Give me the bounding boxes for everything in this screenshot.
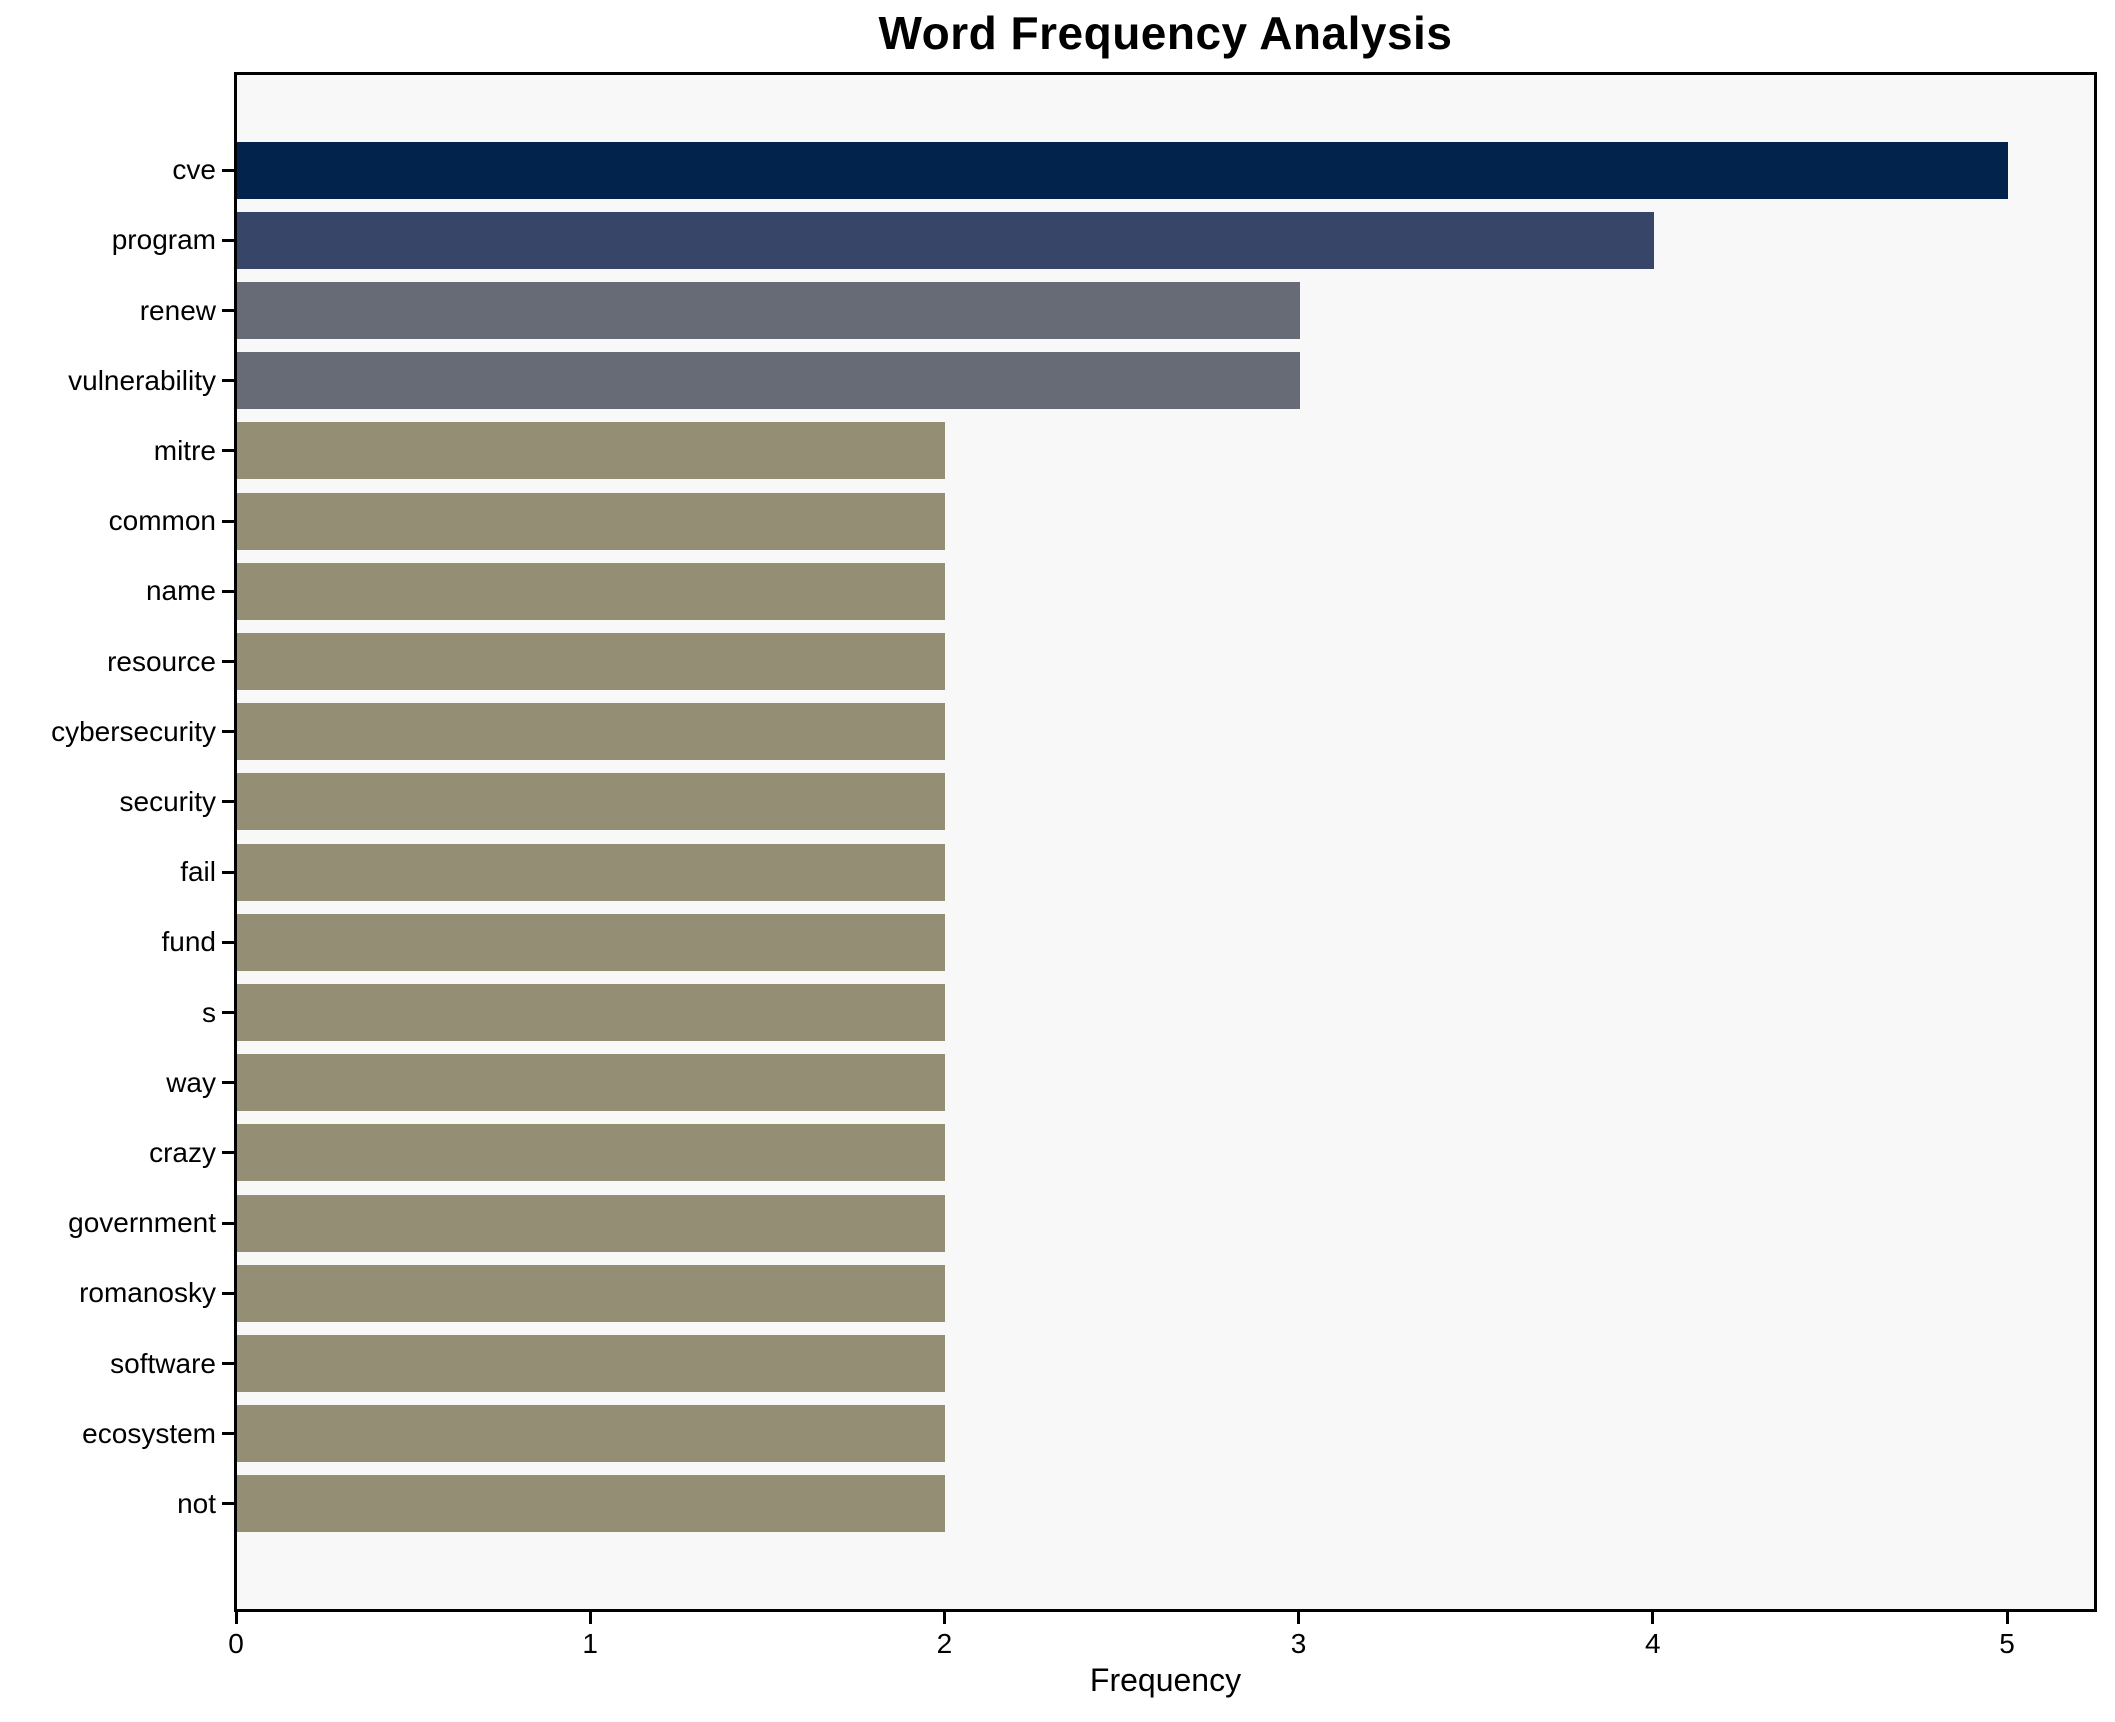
x-tick-label-0: 0 bbox=[228, 1628, 244, 1659]
category-label-mitre: mitre bbox=[153, 434, 216, 466]
category-label-fail: fail bbox=[180, 856, 216, 888]
y-tick-software bbox=[222, 1362, 234, 1365]
category-label-cybersecurity: cybersecurity bbox=[51, 715, 216, 747]
category-label-security: security bbox=[119, 785, 216, 817]
bar-cybersecurity bbox=[237, 703, 946, 761]
y-tick-renew bbox=[222, 309, 234, 312]
y-tick-fund bbox=[222, 940, 234, 944]
category-label-program: program bbox=[111, 224, 216, 256]
bar-resource bbox=[237, 633, 946, 690]
category-label-crazy: crazy bbox=[149, 1136, 216, 1168]
bar-not bbox=[237, 1475, 946, 1533]
y-tick-s bbox=[222, 1011, 234, 1014]
bar-renew bbox=[237, 282, 1300, 339]
y-tick-name bbox=[222, 589, 234, 593]
bar-cve bbox=[237, 141, 2008, 199]
bar-crazy bbox=[237, 1124, 946, 1182]
category-label-common: common bbox=[108, 505, 216, 537]
bar-government bbox=[237, 1194, 946, 1252]
y-tick-crazy bbox=[222, 1151, 234, 1155]
category-label-software: software bbox=[110, 1347, 216, 1379]
bar-way bbox=[237, 1054, 946, 1112]
y-tick-ecosystem bbox=[222, 1432, 234, 1436]
bar-fail bbox=[237, 843, 946, 901]
x-tick-1 bbox=[588, 1612, 592, 1624]
y-tick-vulnerability bbox=[222, 379, 234, 383]
category-label-romanosky: romanosky bbox=[79, 1277, 216, 1309]
y-tick-fail bbox=[222, 870, 234, 874]
bar-vulnerability bbox=[237, 352, 1300, 410]
y-tick-program bbox=[222, 238, 234, 242]
bar-ecosystem bbox=[237, 1405, 946, 1463]
x-tick-5 bbox=[2005, 1612, 2009, 1624]
category-label-not: not bbox=[177, 1487, 216, 1519]
y-tick-not bbox=[222, 1502, 234, 1506]
y-tick-cybersecurity bbox=[222, 730, 234, 734]
category-label-resource: resource bbox=[107, 645, 216, 677]
bar-name bbox=[237, 562, 946, 620]
x-tick-0 bbox=[234, 1612, 238, 1624]
x-tick-3 bbox=[1297, 1612, 1301, 1624]
category-label-cve: cve bbox=[172, 154, 216, 186]
category-label-name: name bbox=[145, 575, 216, 607]
x-tick-4 bbox=[1651, 1612, 1655, 1624]
y-tick-resource bbox=[222, 660, 234, 663]
x-tick-label-3: 3 bbox=[1290, 1628, 1307, 1659]
x-tick-label-2: 2 bbox=[936, 1628, 953, 1659]
x-tick-2 bbox=[942, 1612, 946, 1624]
category-label-ecosystem: ecosystem bbox=[82, 1417, 216, 1449]
y-tick-mitre bbox=[222, 449, 234, 453]
bar-mitre bbox=[237, 422, 946, 480]
x-tick-label-5: 5 bbox=[1999, 1628, 2015, 1659]
bar-software bbox=[237, 1335, 946, 1392]
x-axis-label: Frequency bbox=[1089, 1662, 1242, 1698]
category-label-s: s bbox=[202, 996, 216, 1028]
bar-security bbox=[237, 773, 946, 831]
y-tick-cve bbox=[222, 168, 234, 172]
bar-romanosky bbox=[237, 1264, 946, 1322]
category-label-way: way bbox=[166, 1066, 216, 1098]
y-tick-common bbox=[222, 519, 234, 523]
category-label-renew: renew bbox=[139, 294, 216, 326]
x-tick-label-4: 4 bbox=[1645, 1628, 1661, 1659]
bar-program bbox=[237, 211, 1654, 269]
y-tick-government bbox=[222, 1221, 234, 1225]
y-tick-way bbox=[222, 1081, 234, 1085]
y-tick-security bbox=[222, 800, 234, 804]
x-tick-label-1: 1 bbox=[582, 1628, 598, 1659]
y-tick-romanosky bbox=[222, 1291, 234, 1295]
category-label-vulnerability: vulnerability bbox=[68, 364, 216, 396]
bar-common bbox=[237, 492, 946, 550]
category-label-government: government bbox=[68, 1207, 216, 1239]
bar-fund bbox=[237, 913, 946, 971]
category-label-fund: fund bbox=[161, 926, 217, 958]
bar-s bbox=[237, 984, 946, 1041]
chart-title: Word Frequency Analysis bbox=[878, 7, 1453, 59]
